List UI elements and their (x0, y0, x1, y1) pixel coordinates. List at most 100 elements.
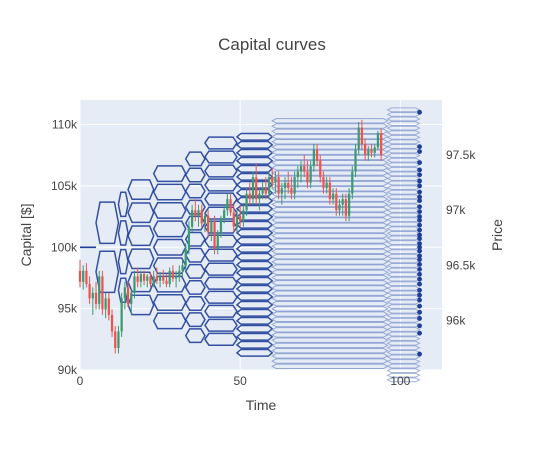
candle-body (235, 215, 239, 227)
capital-path-branch (271, 133, 389, 140)
capital-path-branch (235, 340, 274, 349)
capital-path-branch (386, 153, 421, 159)
capital-path-branch (235, 204, 274, 213)
candle-body (338, 204, 341, 211)
candle-body (239, 215, 242, 222)
capital-path-branch (184, 312, 206, 328)
y-right-tick-label: 97.5k (446, 148, 476, 162)
capital-path-branch (271, 233, 389, 239)
capital-path-branch (127, 225, 155, 247)
capital-path-branch (184, 183, 206, 199)
candle-body (296, 171, 299, 178)
capital-path-branch (271, 295, 389, 302)
candle-body (82, 270, 85, 282)
capital-path-branch (127, 179, 155, 201)
capital-path-branch (184, 151, 206, 167)
y-right-tick-label: 96.5k (446, 258, 476, 272)
final-capital-point (417, 287, 422, 293)
capital-path-branch (386, 354, 421, 360)
capital-path-branch (271, 149, 389, 155)
capital-path-branch (271, 165, 389, 171)
final-capital-point (417, 227, 422, 233)
candle-body (98, 276, 101, 304)
candle-body (248, 193, 251, 200)
candle-body (191, 210, 194, 227)
final-capital-points (417, 109, 422, 357)
final-capital-point (417, 194, 422, 200)
final-capital-point (417, 316, 422, 321)
capital-path-branch (386, 313, 421, 319)
y-left-tick-label: 100k (51, 240, 78, 254)
capital-path-branch (235, 316, 274, 325)
capital-path-branch (152, 220, 187, 238)
candle-body (328, 182, 331, 200)
candle-body (149, 276, 152, 285)
candle-body (229, 199, 232, 213)
capital-path-branch (204, 304, 238, 318)
candle-body (85, 270, 88, 285)
capital-path-branch (235, 324, 274, 333)
capital-path-branch (271, 243, 389, 249)
final-capital-point (417, 253, 422, 259)
candle-body (158, 276, 162, 281)
candle-body (120, 298, 123, 332)
candle-body (261, 188, 264, 194)
candle-body (309, 166, 312, 183)
capital-path-branch (271, 337, 389, 343)
capital-path-branch (204, 262, 238, 276)
capital-path-branch (184, 263, 206, 279)
capital-path-branch (235, 300, 274, 309)
final-capital-point (417, 330, 422, 336)
final-capital-point (417, 323, 422, 329)
final-capital-point (417, 351, 422, 357)
final-capital-point (417, 292, 422, 298)
capital-path-branch (386, 121, 421, 126)
capital-path-branch (271, 306, 389, 312)
candle-body (283, 182, 287, 189)
capital-path-branch (271, 128, 389, 135)
candle-body (146, 276, 149, 281)
candle-body (219, 219, 223, 233)
candle-body (242, 210, 245, 222)
candle-body (351, 171, 354, 194)
final-capital-point (417, 262, 422, 267)
candle-body (376, 133, 380, 148)
final-capital-point (417, 271, 422, 277)
final-capital-point (417, 209, 422, 215)
capital-path-branch (184, 279, 206, 295)
candle-body (271, 177, 274, 183)
capital-path-branch (95, 201, 120, 245)
capital-path-branch (386, 363, 421, 369)
candle-body (126, 287, 130, 304)
candle-body (370, 149, 373, 153)
final-capital-point (417, 281, 422, 287)
candle-body (226, 199, 229, 211)
capital-path-branch (386, 157, 421, 163)
final-capital-point (417, 276, 422, 282)
y-axis-right-ticks: 96k 96.5k 97k 97.5k (446, 148, 476, 327)
candle-body (107, 298, 110, 315)
candle-body (91, 292, 94, 299)
candle-body (216, 232, 219, 249)
candle-body (200, 210, 203, 224)
candle-body (347, 193, 351, 216)
capital-path-branch (271, 154, 389, 161)
capital-path-branch (204, 192, 238, 206)
candle-body (357, 127, 360, 150)
x-tick-label: 50 (233, 374, 247, 388)
candle-body (94, 292, 98, 304)
candle-body (123, 287, 126, 299)
capital-path-branch (235, 196, 274, 205)
candle-body (165, 280, 168, 285)
candle-body (255, 177, 258, 200)
capital-path-branch (127, 248, 155, 270)
price-candles (78, 119, 383, 354)
y-left-tick-label: 95k (58, 302, 78, 316)
candle-body (373, 147, 376, 153)
capital-path-branch (271, 342, 389, 349)
candle-body (194, 210, 197, 216)
capital-path-branch (235, 276, 274, 285)
capital-path-branch (271, 123, 389, 129)
capital-path-branch (235, 292, 274, 301)
